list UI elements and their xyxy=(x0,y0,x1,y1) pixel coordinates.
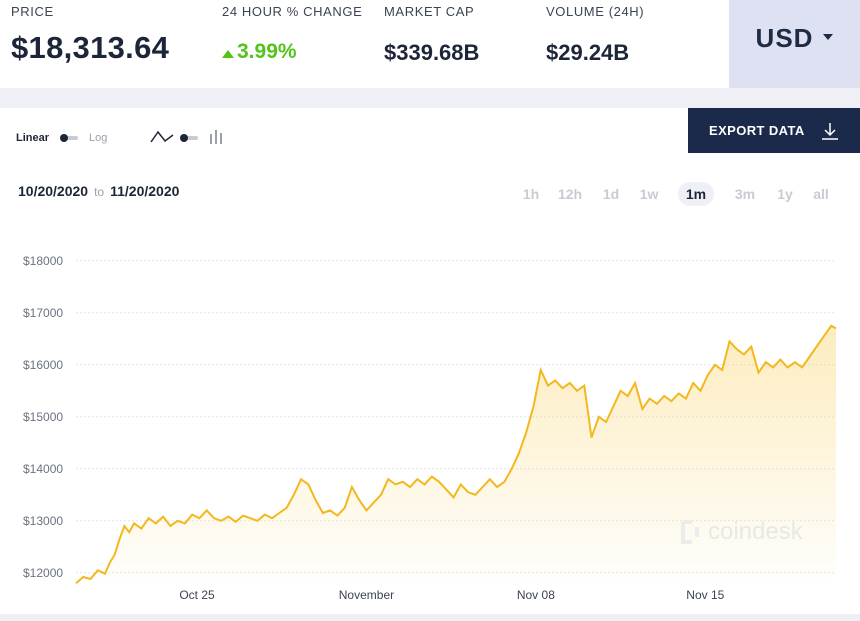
range-button-1d[interactable]: 1d xyxy=(602,186,620,202)
scale-toggle-knob xyxy=(60,134,68,142)
volume-label: VOLUME (24H) xyxy=(546,4,645,19)
export-data-label: EXPORT DATA xyxy=(709,123,805,138)
market-cap-value: $339.68B xyxy=(384,40,480,65)
divider-strip xyxy=(0,88,860,108)
scale-toggle[interactable] xyxy=(60,134,78,142)
date-to-word: to xyxy=(94,185,105,199)
y-tick-label: $15000 xyxy=(23,410,63,424)
up-arrow-icon xyxy=(222,50,234,58)
currency-dropdown[interactable]: USD xyxy=(729,0,860,88)
y-axis: $12000 $13000 $14000 $15000 $16000 $17000 $180… xyxy=(23,254,63,580)
change-label: 24 HOUR % CHANGE xyxy=(222,4,363,19)
currency-label: USD xyxy=(755,22,814,53)
bottom-strip xyxy=(0,614,860,621)
price-area xyxy=(76,325,836,584)
x-tick-label: November xyxy=(339,588,394,602)
volume-value: $29.24B xyxy=(546,40,630,65)
y-tick-label: $14000 xyxy=(23,462,63,476)
range-button-all[interactable]: all xyxy=(813,186,829,202)
x-tick-label: Nov 15 xyxy=(686,588,724,602)
chart-type-toggle-knob xyxy=(180,134,188,142)
y-tick-label: $17000 xyxy=(23,306,63,320)
price-line xyxy=(75,324,837,584)
y-tick-label: $18000 xyxy=(23,254,63,268)
download-icon xyxy=(821,122,838,140)
x-axis: Oct 25 November Nov 08 Nov 15 xyxy=(179,588,724,602)
price-value: $18,313.64 xyxy=(11,30,170,65)
coindesk-logo-icon xyxy=(681,520,699,544)
export-data-button[interactable]: EXPORT DATA xyxy=(688,108,860,153)
date-to[interactable]: 11/20/2020 xyxy=(110,183,180,199)
linear-scale-label[interactable]: Linear xyxy=(16,132,50,144)
range-button-1m[interactable]: 1m xyxy=(678,182,714,206)
price-chart: $12000 $13000 $14000 $15000 $16000 $17000 $180… xyxy=(23,254,837,602)
log-scale-label[interactable]: Log xyxy=(89,132,108,144)
x-tick-label: Oct 25 xyxy=(179,588,215,602)
date-from[interactable]: 10/20/2020 xyxy=(18,183,89,199)
market-cap-label: MARKET CAP xyxy=(384,4,475,19)
y-tick-label: $13000 xyxy=(23,514,63,528)
range-button-1w[interactable]: 1w xyxy=(639,186,659,202)
range-button-1y[interactable]: 1y xyxy=(777,186,793,202)
y-tick-label: $12000 xyxy=(23,566,63,580)
y-tick-label: $16000 xyxy=(23,358,63,372)
stats-header: PRICE $18,313.64 24 HOUR % CHANGE 3.99% … xyxy=(0,0,860,88)
change-value-text: 3.99% xyxy=(237,40,297,63)
price-label: PRICE xyxy=(11,4,54,19)
chart-type-toggle[interactable] xyxy=(180,134,198,142)
date-range: 10/20/2020 to 11/20/2020 xyxy=(18,183,179,199)
chart-toolbar: Linear Log xyxy=(0,108,860,168)
range-button-3m[interactable]: 3m xyxy=(734,186,756,202)
range-button-12h[interactable]: 12h xyxy=(557,186,583,202)
x-tick-label: Nov 08 xyxy=(517,588,555,602)
candlestick-chart-icon[interactable] xyxy=(209,129,223,145)
change-value: 3.99% xyxy=(222,40,297,64)
line-chart-icon[interactable] xyxy=(150,129,174,145)
caret-down-icon xyxy=(823,34,834,40)
range-button-1h[interactable]: 1h xyxy=(522,186,540,202)
watermark-text: coindesk xyxy=(708,518,803,545)
coindesk-watermark: coindesk xyxy=(680,518,803,546)
